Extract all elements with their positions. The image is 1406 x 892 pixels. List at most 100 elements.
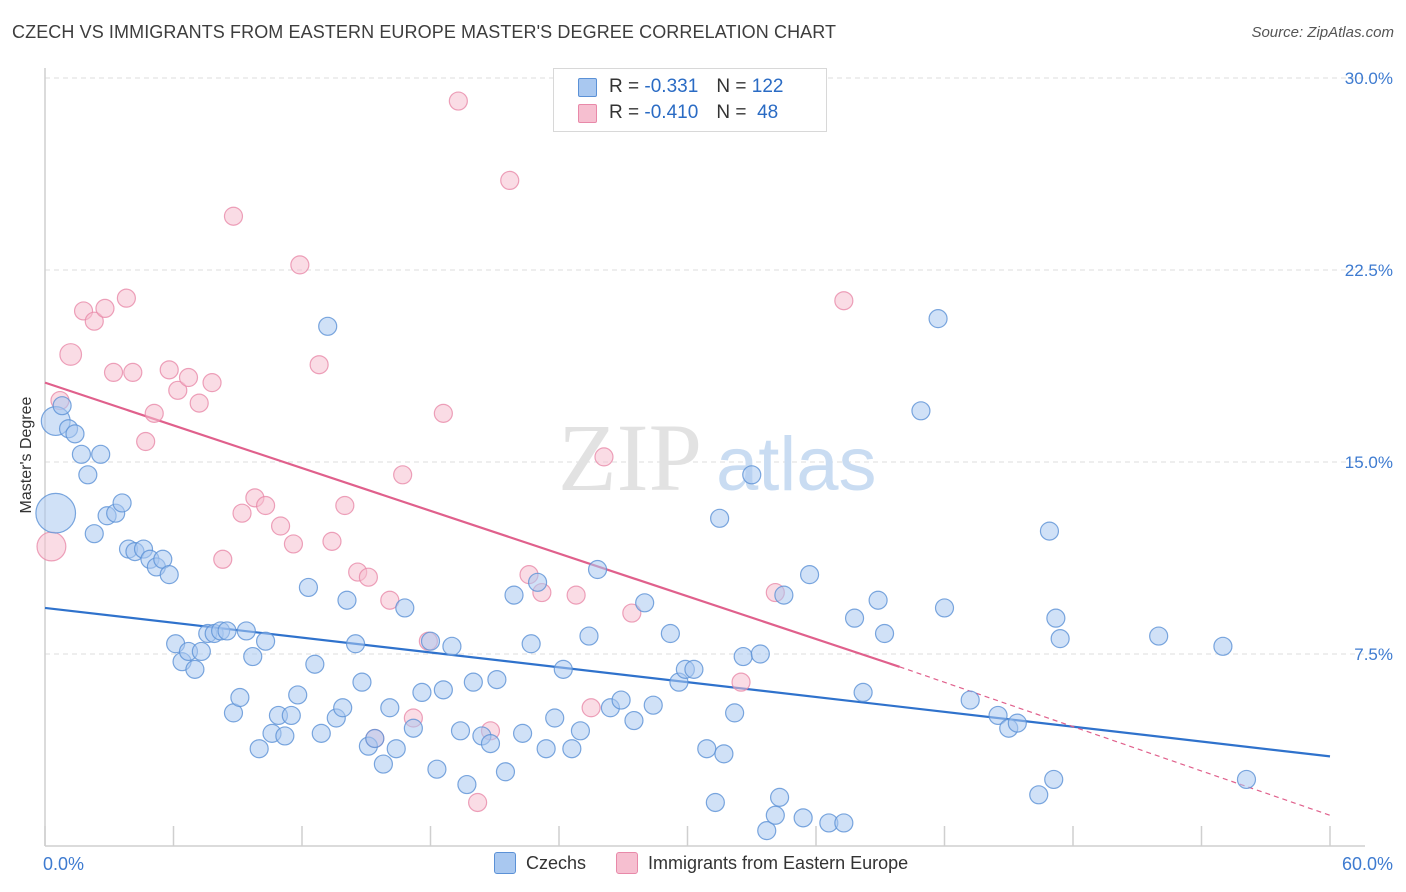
czechs-point: [442, 636, 462, 656]
czechs-point: [191, 641, 211, 662]
immigrants-point: [123, 362, 143, 382]
legend-row-czechs: R = -0.331 N = 122: [578, 76, 783, 98]
czechs-point: [1044, 769, 1064, 790]
czechs-point: [536, 739, 556, 759]
czechs-point: [714, 744, 734, 764]
czechs-point: [1236, 769, 1257, 790]
czechs-point: [587, 559, 608, 580]
czechs-point: [91, 444, 111, 464]
czechs-point: [1029, 785, 1049, 805]
y-tick-label: 22.5%: [1345, 261, 1393, 280]
czechs-point: [159, 565, 179, 585]
immigrants-trend-line: [44, 381, 900, 668]
y-tick-label: 15.0%: [1345, 453, 1393, 472]
legend-r-label: R =: [609, 76, 640, 97]
immigrants-point: [36, 531, 67, 562]
immigrants-point: [433, 403, 453, 423]
immigrants-point: [581, 698, 601, 718]
y-tick-label: 30.0%: [1345, 69, 1393, 88]
immigrants-point: [213, 549, 233, 569]
immigrants-point: [178, 367, 199, 388]
czechs-point: [450, 721, 471, 741]
czechs-point: [853, 682, 873, 703]
immigrants-point: [393, 465, 413, 485]
legend-r-value: -0.410: [644, 102, 699, 123]
czechs-point: [373, 754, 393, 774]
czechs-point: [305, 654, 325, 674]
czechs-point: [65, 424, 85, 444]
czechs-point: [345, 634, 366, 654]
series-swatch-pink: [616, 852, 639, 874]
czechs-point: [480, 733, 501, 754]
series-legend: Czechs Immigrants from Eastern Europe: [494, 852, 938, 874]
czechs-point: [553, 659, 573, 679]
czechs-point: [230, 687, 250, 708]
immigrants-point: [136, 431, 156, 452]
czechs-point: [757, 821, 777, 841]
czechs-point: [512, 723, 533, 743]
source-label: Source: ZipAtlas.com: [1251, 24, 1394, 41]
czechs-point: [337, 590, 357, 610]
czechs-point: [463, 672, 483, 692]
series-legend-czechs: Czechs: [494, 852, 586, 874]
immigrants-point: [103, 362, 124, 382]
immigrants-point: [223, 206, 244, 226]
czechs-point: [874, 623, 895, 644]
immigrants-point: [59, 343, 83, 366]
correlation-legend: R = -0.331 N = 122 R = -0.410 N = 48: [553, 68, 827, 132]
grid-lines: [45, 77, 1370, 655]
czechs-point: [352, 672, 372, 692]
x-tick-label: 60.0%: [1342, 854, 1393, 874]
legend-n-label: N =: [716, 76, 747, 97]
czechs-point: [769, 787, 790, 807]
czechs-point: [635, 593, 655, 613]
axes: [44, 68, 1365, 847]
czechs-point: [1039, 521, 1060, 541]
czechs-point: [624, 710, 644, 731]
immigrants-point: [283, 534, 304, 554]
immigrants-point: [500, 170, 520, 190]
series-legend-label: Czechs: [526, 852, 587, 873]
czechs-point: [52, 396, 72, 416]
czechs-point: [911, 401, 931, 421]
czechs-point: [275, 726, 295, 746]
czechs-point: [84, 524, 104, 544]
immigrants-point: [622, 603, 642, 623]
legend-swatch-pink: [578, 103, 597, 123]
czechs-point: [35, 492, 77, 534]
immigrants-point: [290, 255, 310, 275]
czechs-point: [403, 718, 423, 738]
czechs-point: [934, 598, 955, 618]
immigrants-point: [566, 585, 586, 605]
czechs-point: [643, 695, 663, 715]
czechs-point: [249, 739, 269, 759]
czechs-point: [112, 493, 132, 513]
watermark-zip: ZIP: [558, 404, 702, 511]
legend-row-immigrants: R = -0.410 N = 48: [578, 102, 778, 124]
czechs-point: [236, 621, 256, 641]
czechs-point: [868, 590, 888, 610]
immigrants-point: [468, 792, 488, 813]
y-axis-label: Master's Degree: [18, 396, 35, 514]
czechs-point: [570, 721, 591, 741]
czechs-point: [799, 565, 820, 585]
immigrants-point: [84, 311, 104, 331]
legend-n-value: 48: [757, 102, 779, 123]
czechs-point: [725, 703, 745, 723]
czechs-point: [487, 669, 507, 690]
immigrants-point: [448, 91, 468, 111]
czechs-point: [697, 739, 717, 759]
czechs-point: [412, 682, 432, 703]
czechs-point: [281, 705, 301, 726]
czechs-point: [365, 728, 385, 749]
watermark-atlas: atlas: [716, 422, 877, 507]
czechs-point: [527, 572, 548, 592]
czechs-point: [318, 316, 338, 336]
immigrants-point: [202, 373, 222, 393]
series-legend-label: Immigrants from Eastern Europe: [648, 852, 909, 873]
immigrants-point: [189, 393, 209, 413]
czechs-point: [834, 813, 854, 833]
immigrants-point: [380, 590, 400, 610]
immigrants-point: [594, 447, 614, 467]
